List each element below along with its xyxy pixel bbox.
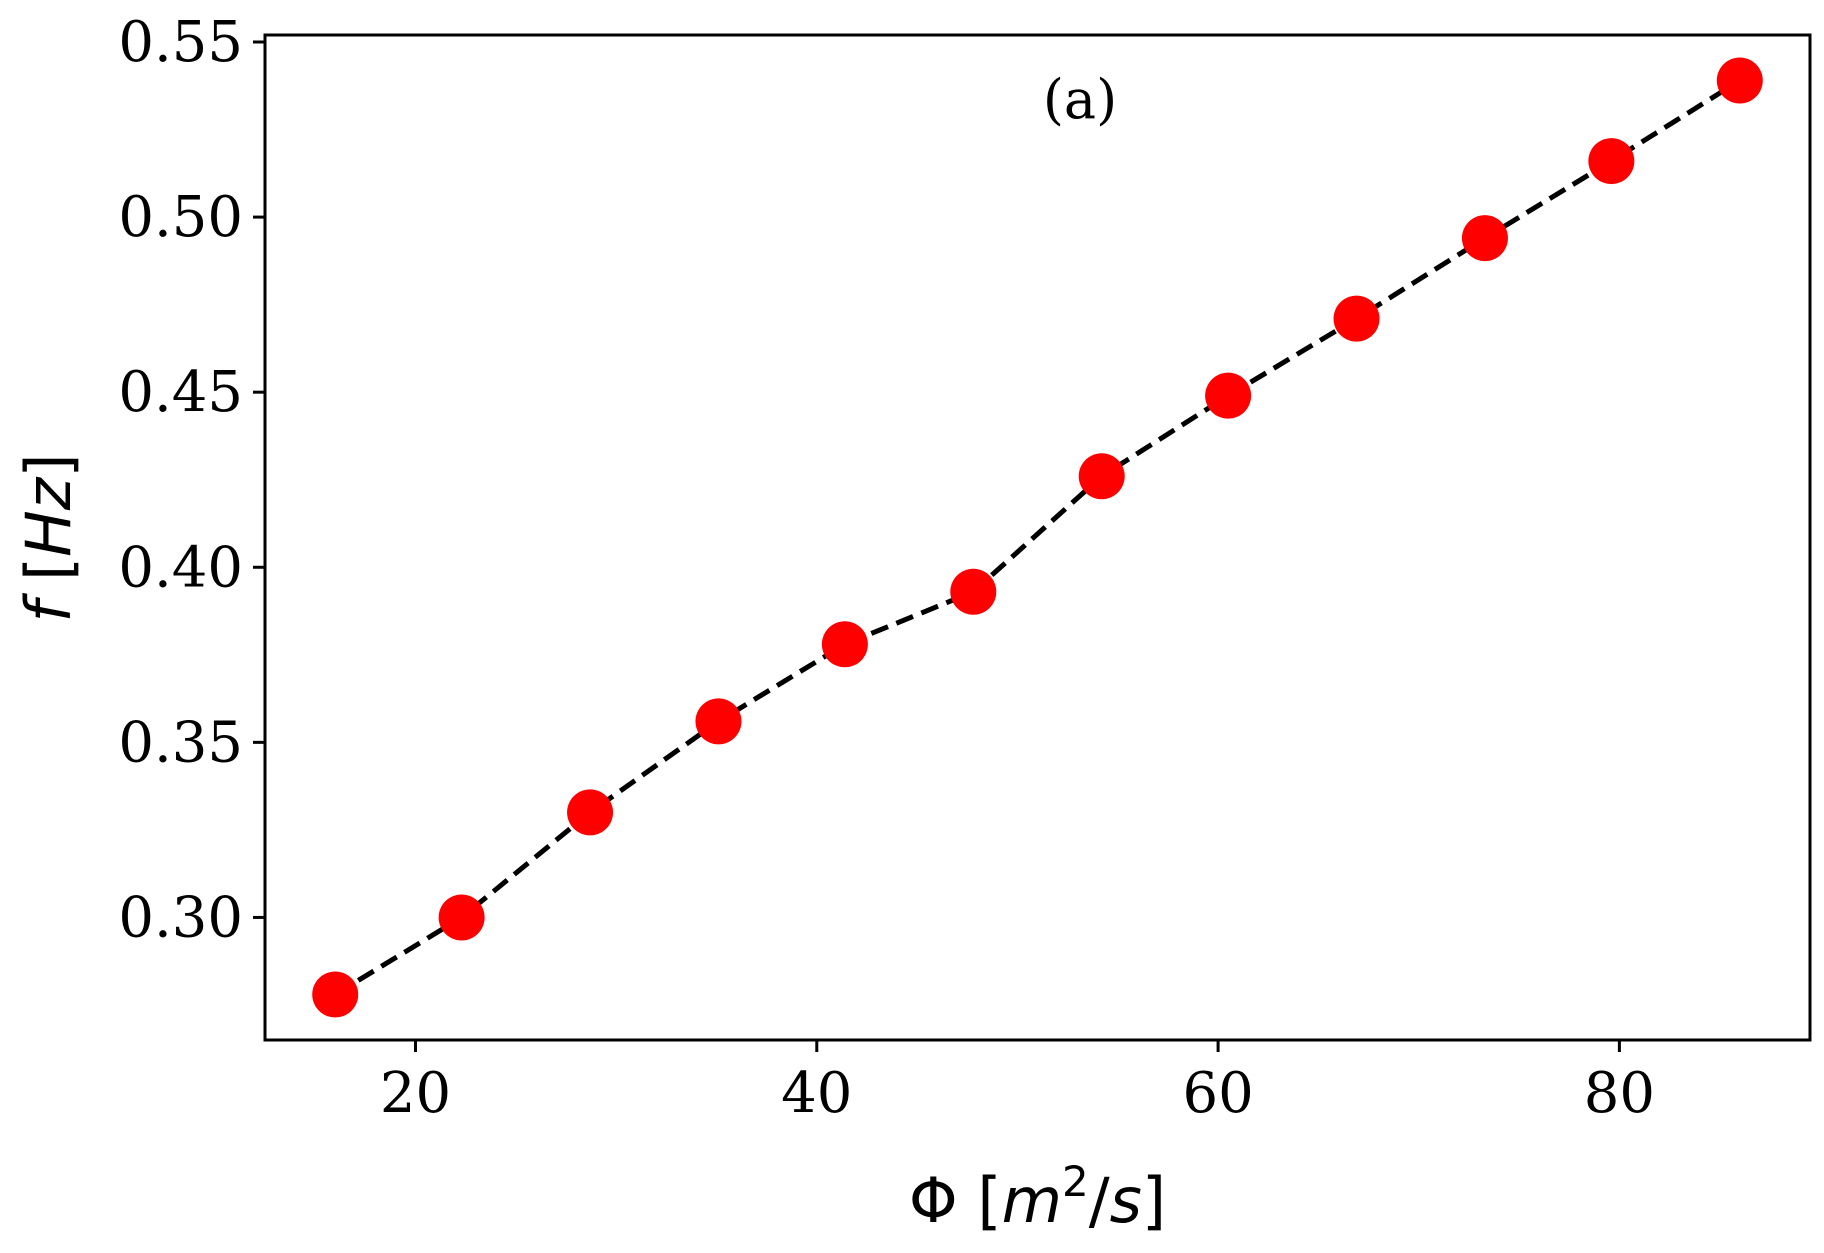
data-point bbox=[438, 894, 485, 941]
x-axis: 20 40 60 80 bbox=[380, 1040, 1655, 1126]
x-axis-label-text: Φ [m2/s] bbox=[909, 1157, 1166, 1237]
y-tick-label: 0.40 bbox=[118, 535, 243, 600]
data-point bbox=[312, 971, 359, 1018]
y-tick-label: 0.30 bbox=[118, 885, 243, 950]
x-tick-label: 80 bbox=[1584, 1061, 1655, 1126]
series-line bbox=[333, 78, 1742, 997]
data-point bbox=[821, 621, 868, 668]
data-point bbox=[1205, 372, 1252, 419]
data-point bbox=[1333, 295, 1380, 342]
data-point bbox=[567, 789, 614, 836]
data-point bbox=[1078, 453, 1125, 500]
y-tick-label: 0.55 bbox=[118, 10, 243, 75]
y-axis-label-text: f [Hz] bbox=[12, 453, 85, 622]
data-point bbox=[950, 568, 997, 615]
y-axis: 0.30 0.35 0.40 0.45 0.50 0.55 bbox=[118, 10, 265, 950]
data-point bbox=[1716, 57, 1763, 104]
y-tick-label: 0.50 bbox=[118, 185, 243, 250]
data-point bbox=[1588, 138, 1635, 185]
data-point bbox=[1461, 215, 1508, 262]
x-axis-label: Φ [m2/s] bbox=[909, 1157, 1166, 1237]
y-tick-label: 0.35 bbox=[118, 710, 243, 775]
axes-frame bbox=[263, 33, 1812, 1042]
data-point bbox=[695, 698, 742, 745]
x-tick-label: 20 bbox=[380, 1061, 451, 1126]
x-tick-label: 60 bbox=[1182, 1061, 1253, 1126]
plot-area bbox=[312, 57, 1763, 1018]
panel-label: (a) bbox=[1043, 68, 1117, 131]
y-axis-label: f [Hz] bbox=[12, 453, 85, 622]
x-tick-label: 40 bbox=[781, 1061, 852, 1126]
y-tick-label: 0.45 bbox=[118, 360, 243, 425]
